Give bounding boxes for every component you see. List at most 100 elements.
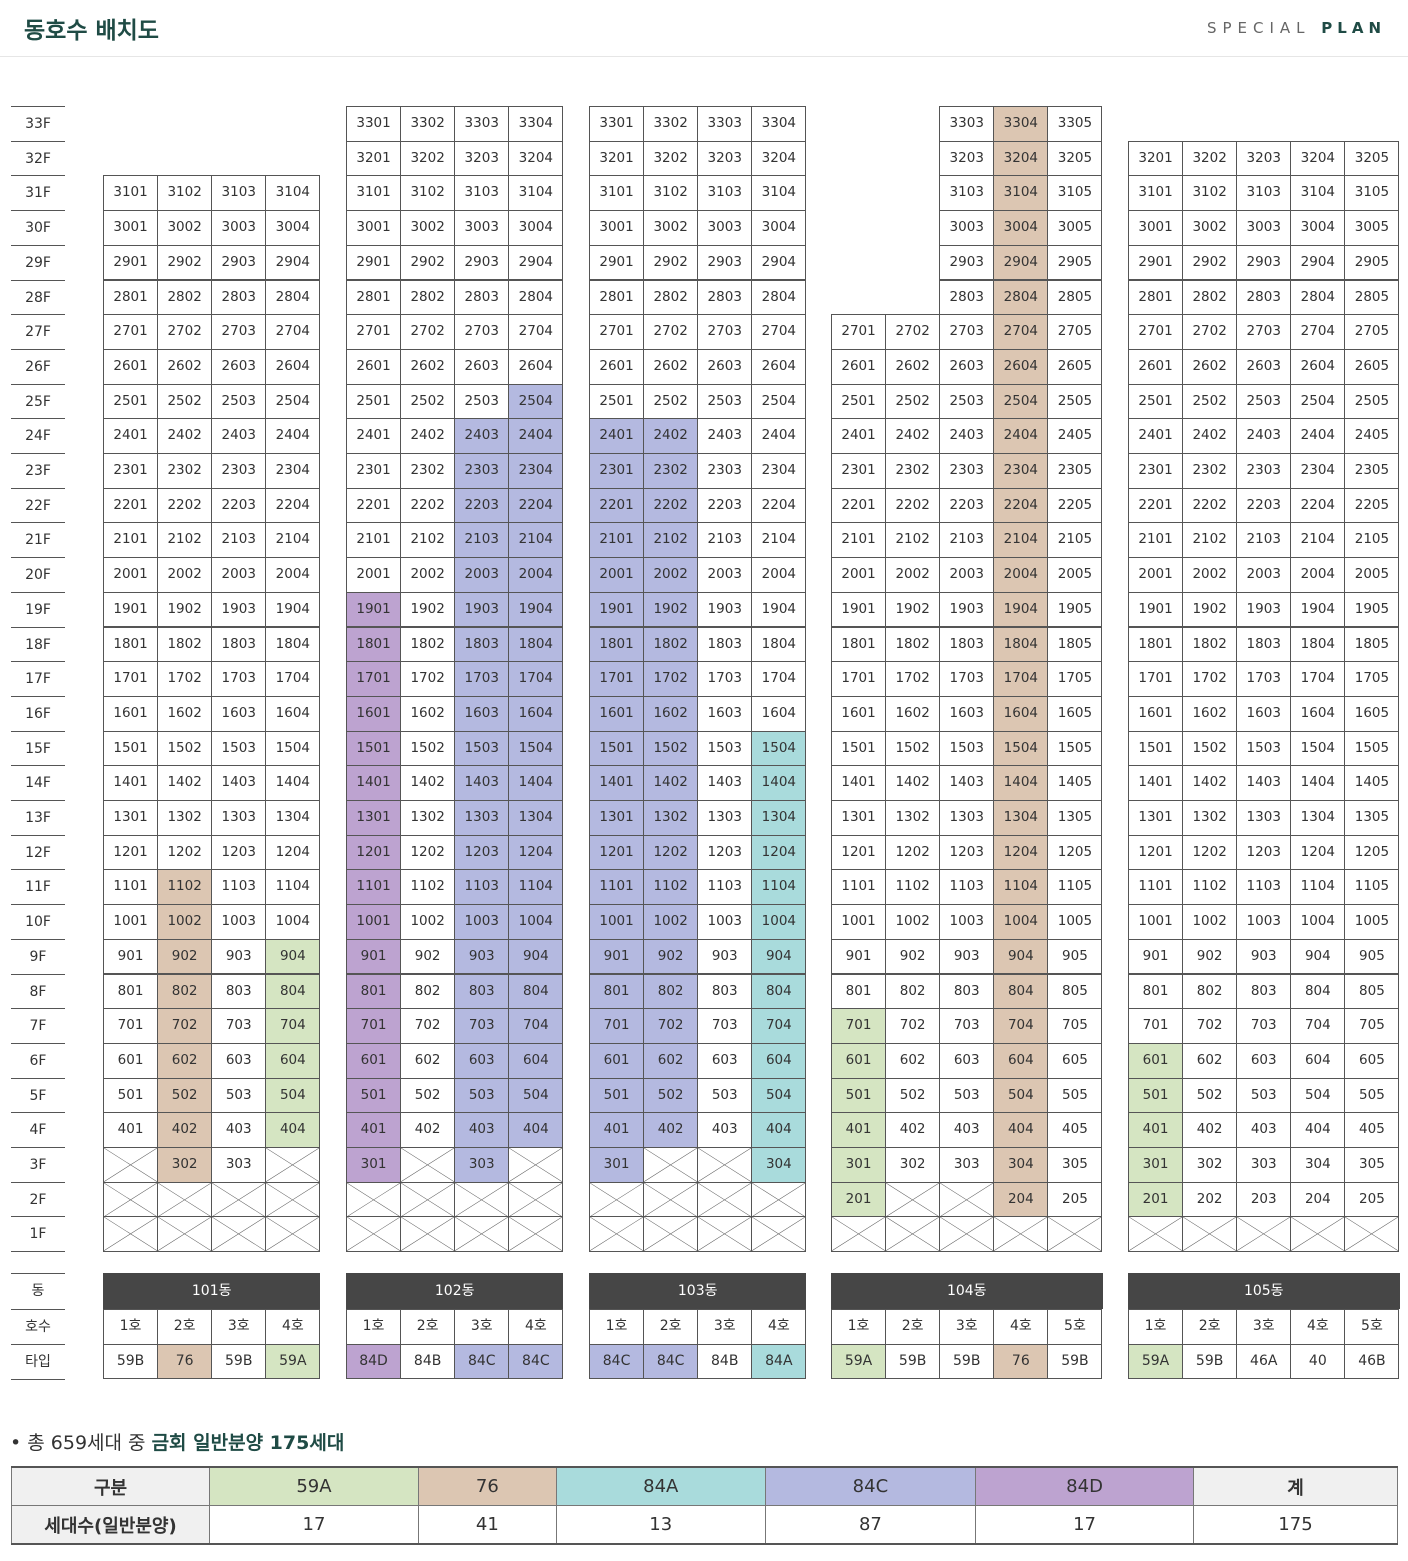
unit-cell: 2001 bbox=[831, 557, 887, 593]
unit-cell: 2104 bbox=[508, 522, 564, 559]
unit-cell: 1505 bbox=[1047, 730, 1103, 767]
unit-cell: 2703 bbox=[454, 314, 510, 350]
unit-cell-empty bbox=[697, 1147, 753, 1183]
unit-cell: 503 bbox=[211, 1077, 267, 1114]
unit-cell: 201 bbox=[831, 1181, 887, 1218]
unit-cell: 1104 bbox=[1290, 869, 1346, 906]
unit-cell: 1803 bbox=[454, 626, 510, 663]
unit-cell: 2504 bbox=[508, 383, 564, 420]
unit-cell: 2004 bbox=[265, 557, 321, 593]
unit-cell: 1604 bbox=[751, 695, 807, 732]
summary-count-value: 87 bbox=[764, 1505, 977, 1545]
unit-number-label: 3호 bbox=[697, 1309, 753, 1345]
unit-cell: 2202 bbox=[1182, 487, 1238, 524]
unit-cell: 605 bbox=[1047, 1042, 1103, 1079]
unit-cell: 1502 bbox=[643, 730, 699, 767]
unit-cell: 901 bbox=[589, 938, 645, 975]
unit-cell: 2303 bbox=[697, 453, 753, 489]
unit-cell-empty bbox=[508, 1147, 564, 1183]
unit-cell: 1701 bbox=[589, 661, 645, 697]
unit-cell-empty bbox=[265, 1181, 321, 1218]
unit-cell: 1001 bbox=[589, 904, 645, 940]
unit-cell: 1003 bbox=[697, 904, 753, 940]
unit-cell: 501 bbox=[589, 1077, 645, 1114]
unit-cell: 1903 bbox=[939, 591, 995, 628]
floor-label: 6F bbox=[11, 1042, 65, 1077]
unit-cell: 1103 bbox=[211, 869, 267, 906]
unit-cell: 2204 bbox=[265, 487, 321, 524]
building-label: 102동 bbox=[346, 1273, 564, 1309]
unit-cell: 1605 bbox=[1344, 695, 1400, 732]
unit-cell: 1003 bbox=[1236, 904, 1292, 940]
unit-cell: 303 bbox=[454, 1147, 510, 1183]
unit-cell-empty bbox=[1344, 1216, 1400, 1253]
unit-cell: 1403 bbox=[1236, 765, 1292, 801]
unit-cell: 2801 bbox=[103, 279, 159, 316]
unit-cell: 3004 bbox=[508, 210, 564, 246]
unit-cell: 1303 bbox=[939, 800, 995, 836]
unit-type-label: 84B bbox=[697, 1343, 753, 1379]
unit-cell: 2504 bbox=[1290, 383, 1346, 420]
unit-cell: 2705 bbox=[1344, 314, 1400, 350]
unit-cell: 1404 bbox=[751, 765, 807, 801]
unit-cell: 1405 bbox=[1344, 765, 1400, 801]
unit-cell: 605 bbox=[1344, 1042, 1400, 1079]
unit-cell: 1902 bbox=[885, 591, 941, 628]
unit-cell: 2102 bbox=[400, 522, 456, 559]
unit-cell: 1503 bbox=[1236, 730, 1292, 767]
unit-cell: 2304 bbox=[1290, 453, 1346, 489]
unit-cell: 1303 bbox=[211, 800, 267, 836]
unit-cell: 803 bbox=[939, 973, 995, 1010]
unit-cell: 1201 bbox=[103, 834, 159, 871]
unit-cell: 302 bbox=[885, 1147, 941, 1183]
unit-cell: 2203 bbox=[454, 487, 510, 524]
unit-cell-empty bbox=[211, 1216, 267, 1253]
unit-cell: 1701 bbox=[831, 661, 887, 697]
unit-cell-empty bbox=[993, 1216, 1049, 1253]
unit-cell-empty bbox=[265, 1216, 321, 1253]
unit-cell: 803 bbox=[1236, 973, 1292, 1010]
unit-cell: 1003 bbox=[454, 904, 510, 940]
unit-cell: 3203 bbox=[1236, 140, 1292, 177]
unit-cell: 403 bbox=[454, 1112, 510, 1148]
summary-count-value: 41 bbox=[417, 1505, 557, 1545]
unit-cell: 2301 bbox=[103, 453, 159, 489]
unit-cell: 1803 bbox=[1236, 626, 1292, 663]
unit-cell: 601 bbox=[831, 1042, 887, 1079]
unit-cell-empty bbox=[508, 1216, 564, 1253]
unit-cell: 2703 bbox=[939, 314, 995, 350]
unit-cell: 702 bbox=[1182, 1008, 1238, 1044]
unit-cell: 702 bbox=[400, 1008, 456, 1044]
unit-cell: 1403 bbox=[697, 765, 753, 801]
unit-cell: 602 bbox=[1182, 1042, 1238, 1079]
unit-cell-empty bbox=[589, 1216, 645, 1253]
unit-cell: 303 bbox=[939, 1147, 995, 1183]
unit-cell: 3204 bbox=[508, 140, 564, 177]
unit-cell: 2703 bbox=[211, 314, 267, 350]
unit-cell: 2002 bbox=[400, 557, 456, 593]
unit-type-label: 59B bbox=[939, 1343, 995, 1379]
summary-count-value: 13 bbox=[555, 1505, 766, 1545]
unit-cell: 902 bbox=[157, 938, 213, 975]
unit-cell: 1801 bbox=[1128, 626, 1184, 663]
unit-cell-empty bbox=[1128, 1216, 1184, 1253]
unit-cell: 1501 bbox=[831, 730, 887, 767]
floor-axis-bottom bbox=[11, 1251, 65, 1253]
unit-cell: 1602 bbox=[157, 695, 213, 732]
unit-cell-empty bbox=[103, 1181, 159, 1218]
unit-cell: 1802 bbox=[400, 626, 456, 663]
unit-cell: 1102 bbox=[157, 869, 213, 906]
unit-cell: 803 bbox=[211, 973, 267, 1010]
unit-cell: 1002 bbox=[400, 904, 456, 940]
unit-cell: 2003 bbox=[939, 557, 995, 593]
unit-type-label: 84B bbox=[400, 1343, 456, 1379]
unit-cell: 1504 bbox=[265, 730, 321, 767]
unit-cell: 3002 bbox=[643, 210, 699, 246]
unit-cell: 704 bbox=[993, 1008, 1049, 1044]
unit-cell-empty bbox=[1290, 1216, 1346, 1253]
unit-cell: 1903 bbox=[1236, 591, 1292, 628]
unit-cell: 2201 bbox=[589, 487, 645, 524]
unit-cell: 3201 bbox=[589, 140, 645, 177]
unit-cell: 1504 bbox=[508, 730, 564, 767]
unit-cell: 1301 bbox=[1128, 800, 1184, 836]
